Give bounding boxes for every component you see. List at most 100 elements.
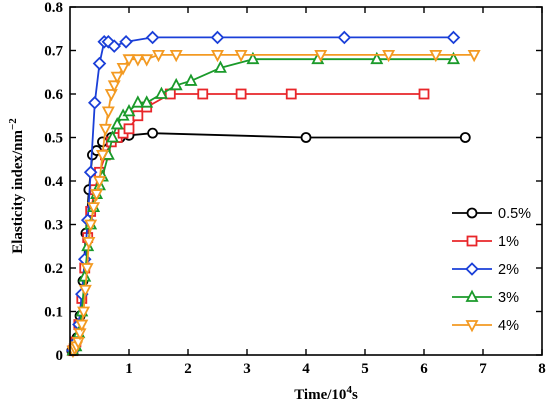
legend-label: 2% — [498, 262, 519, 278]
x-axis-label-superscript: 4 — [346, 384, 352, 396]
data-point — [210, 30, 225, 45]
legend-marker — [465, 320, 479, 333]
series-5 — [66, 49, 481, 359]
data-point — [98, 123, 112, 137]
data-point — [211, 49, 224, 63]
data-point — [107, 80, 121, 93]
data-point — [213, 60, 227, 73]
legend-item-2: 1% — [452, 234, 519, 250]
data-point — [88, 95, 102, 110]
data-point — [110, 117, 124, 130]
legend-item-3: 2% — [452, 262, 519, 278]
series-3 — [66, 30, 461, 358]
data-point — [107, 39, 122, 53]
legend-item-1: 0.5% — [452, 206, 531, 222]
data-point — [285, 88, 297, 100]
data-point — [77, 306, 91, 319]
data-point — [234, 49, 248, 63]
data-point — [418, 88, 430, 100]
series-line — [72, 54, 475, 352]
data-point — [467, 49, 481, 63]
data-point — [78, 284, 92, 298]
data-point — [246, 51, 260, 65]
data-point — [71, 337, 85, 350]
x-axis-label: Time/104s — [294, 384, 358, 403]
data-point — [447, 51, 460, 65]
legend-marker — [465, 289, 479, 302]
y-tick-label: 0.1 — [44, 305, 63, 321]
data-point — [75, 319, 89, 332]
x-axis-label-tail: s — [352, 387, 358, 403]
data-point — [80, 263, 94, 276]
data-point — [154, 86, 168, 99]
data-point — [459, 132, 471, 143]
data-point — [382, 49, 396, 63]
data-point — [93, 176, 106, 189]
x-tick-label: 8 — [538, 361, 546, 377]
legend-label: 3% — [498, 290, 519, 306]
axes-layer: 1 2 3 4 5 6 7 8 0 0.1 0.2 0.3 0.4 0.5 0.6 0.7 0.8 — [44, 0, 546, 377]
data-point — [73, 328, 87, 341]
data-point — [122, 54, 136, 67]
data-point — [119, 35, 133, 49]
data-point — [97, 136, 108, 148]
data-point — [105, 130, 119, 143]
x-tick-label: 5 — [361, 361, 369, 377]
x-tick-label: 3 — [243, 361, 251, 377]
data-point — [123, 123, 135, 135]
y-tick-label: 0 — [56, 348, 64, 364]
data-point — [314, 49, 328, 63]
data-point — [87, 202, 101, 215]
x-axis-label-main: Time/10 — [294, 387, 346, 403]
data-point — [446, 30, 461, 45]
series-1 — [66, 127, 471, 357]
data-point — [429, 49, 443, 63]
legend: 0.5% 1% 2% 3% 4% — [452, 206, 531, 334]
y-tick-label: 0.7 — [44, 44, 63, 60]
y-tick-label: 0.4 — [44, 174, 63, 190]
legend-label: 0.5% — [498, 206, 531, 222]
y-tick-label: 0.6 — [44, 87, 63, 103]
legend-marker — [466, 235, 478, 247]
data-point — [140, 95, 154, 108]
y-tick-label: 0.5 — [44, 131, 63, 147]
data-point — [104, 89, 118, 102]
series-4 — [66, 51, 460, 356]
x-tick-label: 1 — [125, 361, 133, 377]
data-point — [169, 77, 183, 91]
data-point — [140, 54, 154, 67]
data-point — [101, 106, 115, 119]
data-point — [122, 103, 136, 117]
data-point — [184, 73, 198, 86]
data-point — [370, 51, 384, 65]
data-point — [147, 127, 159, 139]
y-axis-label-superscript: −2 — [7, 118, 19, 130]
y-axis-label-main: Elasticity index/nm — [10, 130, 26, 254]
data-point — [300, 132, 312, 143]
y-tick-label: 0.2 — [44, 261, 63, 277]
series-line — [72, 36, 454, 351]
data-point — [110, 71, 124, 85]
legend-marker — [466, 207, 478, 219]
data-point — [131, 54, 145, 67]
legend-label: 1% — [498, 234, 519, 250]
y-tick-label: 0.8 — [44, 0, 63, 16]
data-point — [169, 49, 183, 63]
x-tick-label: 7 — [479, 361, 487, 377]
x-tick-label: 4 — [302, 361, 310, 377]
legend-item-5: 4% — [452, 318, 519, 334]
data-point — [197, 88, 209, 100]
data-point — [116, 63, 130, 76]
legend-item-4: 3% — [452, 289, 519, 306]
series-layer — [66, 30, 481, 359]
series-line — [71, 132, 466, 352]
x-tick-label: 2 — [184, 361, 192, 377]
data-point — [92, 56, 107, 71]
data-point — [90, 189, 104, 202]
data-point — [337, 30, 352, 45]
legend-marker — [465, 262, 479, 276]
series-line — [72, 58, 454, 352]
data-point — [152, 49, 165, 63]
